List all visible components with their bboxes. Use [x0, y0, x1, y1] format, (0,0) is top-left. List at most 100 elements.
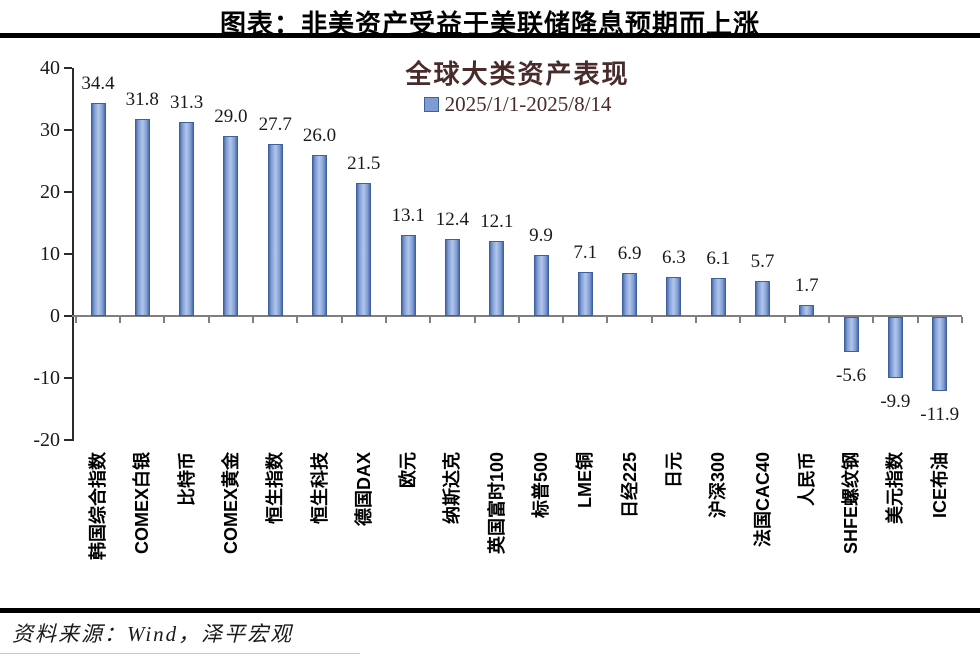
category-label: COMEX黄金 — [220, 452, 241, 555]
bar-value-label: 21.5 — [347, 152, 381, 174]
bar-value-label: 7.1 — [573, 241, 598, 263]
bar-value-label: 31.3 — [169, 91, 204, 113]
bar — [710, 278, 726, 316]
y-tick-mark — [64, 129, 72, 131]
bar — [932, 317, 948, 391]
bar-value-label: 5.7 — [750, 250, 775, 272]
bar — [356, 182, 372, 316]
x-axis — [72, 315, 962, 317]
bar — [577, 271, 593, 316]
category-label: 纳斯达克 — [442, 452, 463, 524]
x-tick-mark — [606, 317, 609, 323]
x-tick-mark — [739, 317, 742, 323]
category-label: 标普500 — [531, 452, 551, 519]
bar — [134, 118, 150, 316]
bar-value-label: -5.6 — [836, 364, 867, 386]
bar — [799, 305, 815, 316]
x-tick-mark — [827, 317, 830, 323]
y-axis — [72, 68, 74, 441]
bar — [444, 239, 460, 316]
bottom-partial-line — [0, 653, 360, 654]
bar — [887, 317, 903, 379]
category-label: 韩国综合指数 — [88, 452, 108, 560]
legend-swatch-icon — [423, 97, 439, 112]
x-tick-mark — [916, 317, 919, 323]
bar-value-label: 6.9 — [617, 243, 642, 265]
category-label: 人民币 — [796, 452, 817, 506]
y-tick-label: 30 — [40, 119, 60, 141]
x-tick-mark — [562, 317, 565, 323]
x-tick-mark — [650, 317, 653, 323]
top-rule-divider — [0, 33, 980, 38]
y-tick-mark — [64, 315, 72, 317]
bar-value-label: 26.0 — [302, 124, 337, 146]
x-tick-mark — [517, 317, 520, 323]
y-tick-mark — [64, 439, 72, 441]
bar-value-label: 9.9 — [529, 224, 553, 246]
x-tick-mark — [872, 317, 875, 323]
y-tick-mark — [64, 191, 72, 193]
category-label: 日元 — [663, 452, 684, 488]
bottom-rule-divider — [0, 608, 980, 613]
bar-value-label: 1.7 — [794, 275, 819, 297]
bar-value-label: 12.1 — [480, 210, 514, 232]
category-label: 恒生指数 — [265, 452, 286, 524]
category-label: LME铜 — [575, 452, 596, 508]
bar — [843, 317, 859, 352]
x-tick-mark — [119, 317, 122, 323]
x-tick-mark — [252, 317, 255, 323]
bar-value-label: 29.0 — [214, 106, 248, 128]
x-tick-mark — [384, 317, 387, 323]
y-tick-mark — [64, 253, 72, 255]
bar — [489, 240, 505, 316]
x-tick-mark — [207, 317, 210, 323]
category-label: 欧元 — [398, 452, 419, 488]
category-label: COMEX白银 — [132, 452, 153, 555]
bar — [400, 234, 416, 316]
bar — [267, 144, 283, 316]
y-tick-label: 20 — [40, 181, 60, 203]
category-label: 法国CAC40 — [752, 452, 773, 548]
bar — [622, 273, 638, 316]
bar — [90, 102, 106, 316]
legend-label: 2025/1/1-2025/8/14 — [444, 92, 612, 116]
chart-title: 全球大类资产表现 — [405, 59, 630, 89]
y-tick-label: -10 — [33, 367, 60, 389]
bar-value-label: 27.7 — [258, 114, 292, 136]
y-tick-label: -20 — [33, 429, 60, 451]
x-tick-mark — [296, 317, 299, 323]
bar — [312, 154, 327, 316]
category-label: 沪深300 — [708, 452, 729, 519]
bar-value-label: -9.9 — [880, 391, 911, 413]
bar — [179, 121, 195, 316]
y-tick-label: 0 — [50, 305, 60, 327]
x-tick-mark — [473, 317, 476, 323]
x-tick-mark — [429, 317, 432, 323]
bar-value-label: 12.4 — [435, 209, 470, 231]
bar-value-label: 31.8 — [125, 88, 159, 110]
bar-value-label: -11.9 — [920, 403, 960, 425]
x-tick-mark — [340, 317, 343, 323]
y-tick-mark — [64, 377, 72, 379]
x-tick-mark — [783, 317, 786, 323]
bar — [533, 254, 549, 316]
legend: 2025/1/1-2025/8/14 — [73, 92, 962, 116]
bar-value-label: 34.4 — [81, 72, 115, 94]
x-tick-mark — [695, 317, 698, 323]
bar-value-label: 6.3 — [662, 246, 686, 268]
category-label: SHFE螺纹钢 — [841, 452, 862, 555]
bar — [223, 136, 239, 316]
category-label: 恒生科技 — [309, 452, 330, 524]
category-label: 英国富时100 — [486, 452, 507, 555]
category-label: 日经225 — [619, 452, 640, 519]
source-text: 资料来源：Wind，泽平宏观 — [12, 622, 294, 646]
bar — [755, 280, 770, 316]
category-label: 比特币 — [176, 452, 197, 506]
category-label: 美元指数 — [885, 452, 906, 524]
category-label: ICE布油 — [929, 452, 950, 519]
y-tick-mark — [64, 67, 72, 69]
category-label: 德国DAX — [353, 452, 374, 527]
bar-value-label: 13.1 — [391, 204, 425, 226]
x-tick-mark — [74, 317, 77, 323]
